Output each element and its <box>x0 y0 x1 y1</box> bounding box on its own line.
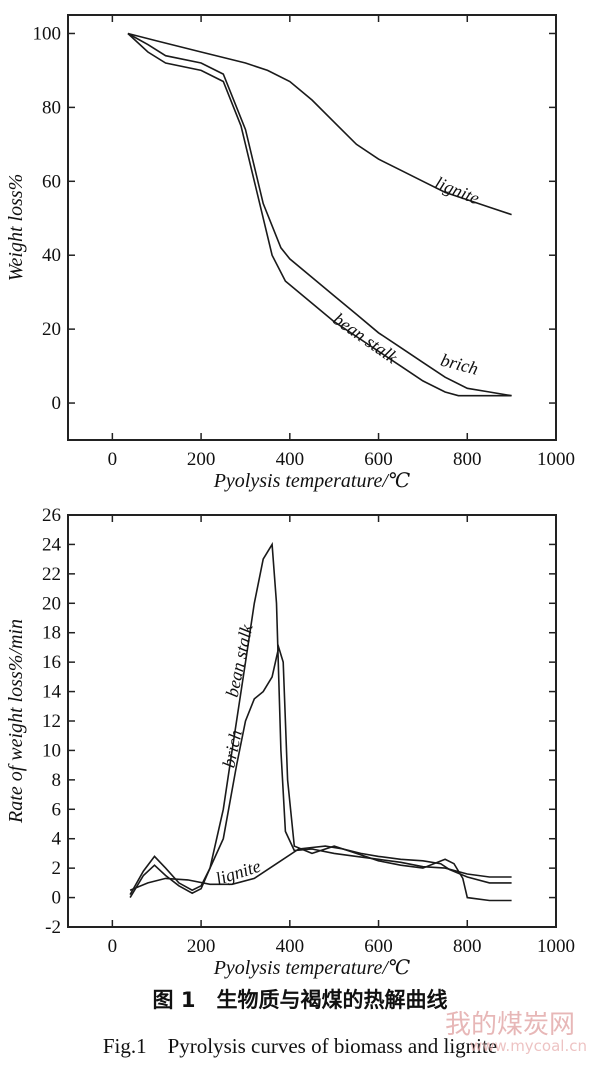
series-line-brich <box>127 32 512 397</box>
series-annotation-brich: brich <box>439 350 481 379</box>
series-annotation-bean-stalk: bean stalk <box>330 309 402 368</box>
y-tick-label: 12 <box>42 711 61 732</box>
x-tick-label: 1000 <box>537 449 575 470</box>
y-tick-label: 0 <box>52 888 62 909</box>
x-tick-label: 0 <box>108 449 118 470</box>
series-annotation-brich: brich <box>218 728 245 769</box>
y-tick-label: 4 <box>52 829 62 850</box>
y-tick-label: 26 <box>42 505 61 526</box>
y-tick-label: 60 <box>42 171 61 192</box>
x-tick-label: 800 <box>453 936 482 957</box>
x-tick-label: 200 <box>187 449 216 470</box>
y-tick-label: 16 <box>42 652 61 673</box>
y-tick-label: 20 <box>42 593 61 614</box>
x-tick-label: 400 <box>276 449 305 470</box>
y-tick-label: 20 <box>42 319 61 340</box>
y-tick-label: 14 <box>42 682 62 703</box>
y-tick-label: 22 <box>42 564 61 585</box>
x-tick-label: 600 <box>364 936 393 957</box>
series-line-lignite <box>127 32 512 216</box>
y-tick-label: 40 <box>42 245 61 266</box>
series-line-brich <box>129 644 512 902</box>
y-tick-label: -2 <box>45 917 61 938</box>
caption-english: Fig.1 Pyrolysis curves of biomass and li… <box>103 1034 497 1058</box>
x-axis-label: Pyolysis temperature/℃ <box>213 957 411 979</box>
y-tick-label: 6 <box>52 799 62 820</box>
plot-frame <box>67 514 557 928</box>
series-line-bean-stalk <box>129 541 512 899</box>
x-tick-label: 200 <box>187 936 216 957</box>
y-axis-label: Rate of weight loss%/min <box>5 619 27 824</box>
x-tick-label: 400 <box>276 936 305 957</box>
y-tick-label: 100 <box>33 23 62 44</box>
y-tick-label: 18 <box>42 623 61 644</box>
caption-chinese: 图 1 生物质与褐煤的热解曲线 <box>153 988 448 1012</box>
series-line-lignite <box>129 845 512 891</box>
series-annotation-lignite: lignite <box>432 173 482 209</box>
y-axis-label: Weight loss% <box>5 174 27 282</box>
x-axis-label: Pyolysis temperature/℃ <box>213 470 411 492</box>
x-tick-label: 0 <box>108 936 118 957</box>
x-tick-label: 600 <box>364 449 393 470</box>
y-tick-label: 24 <box>42 534 62 555</box>
plot-frame <box>67 14 557 441</box>
y-tick-label: 0 <box>52 393 62 414</box>
y-tick-label: 8 <box>52 770 62 791</box>
watermark-text: 我的煤炭网 <box>445 1010 575 1040</box>
x-tick-label: 1000 <box>537 936 575 957</box>
series-annotation-bean-stalk: bean stalk <box>222 622 257 699</box>
watermark-url: www.mycoal.cn <box>470 1037 587 1055</box>
y-tick-label: 10 <box>42 740 61 761</box>
y-tick-label: 80 <box>42 97 61 118</box>
x-tick-label: 800 <box>453 449 482 470</box>
series-line-bean-stalk <box>127 32 512 397</box>
y-tick-label: 2 <box>52 858 62 879</box>
series-annotation-lignite: lignite <box>213 856 263 889</box>
